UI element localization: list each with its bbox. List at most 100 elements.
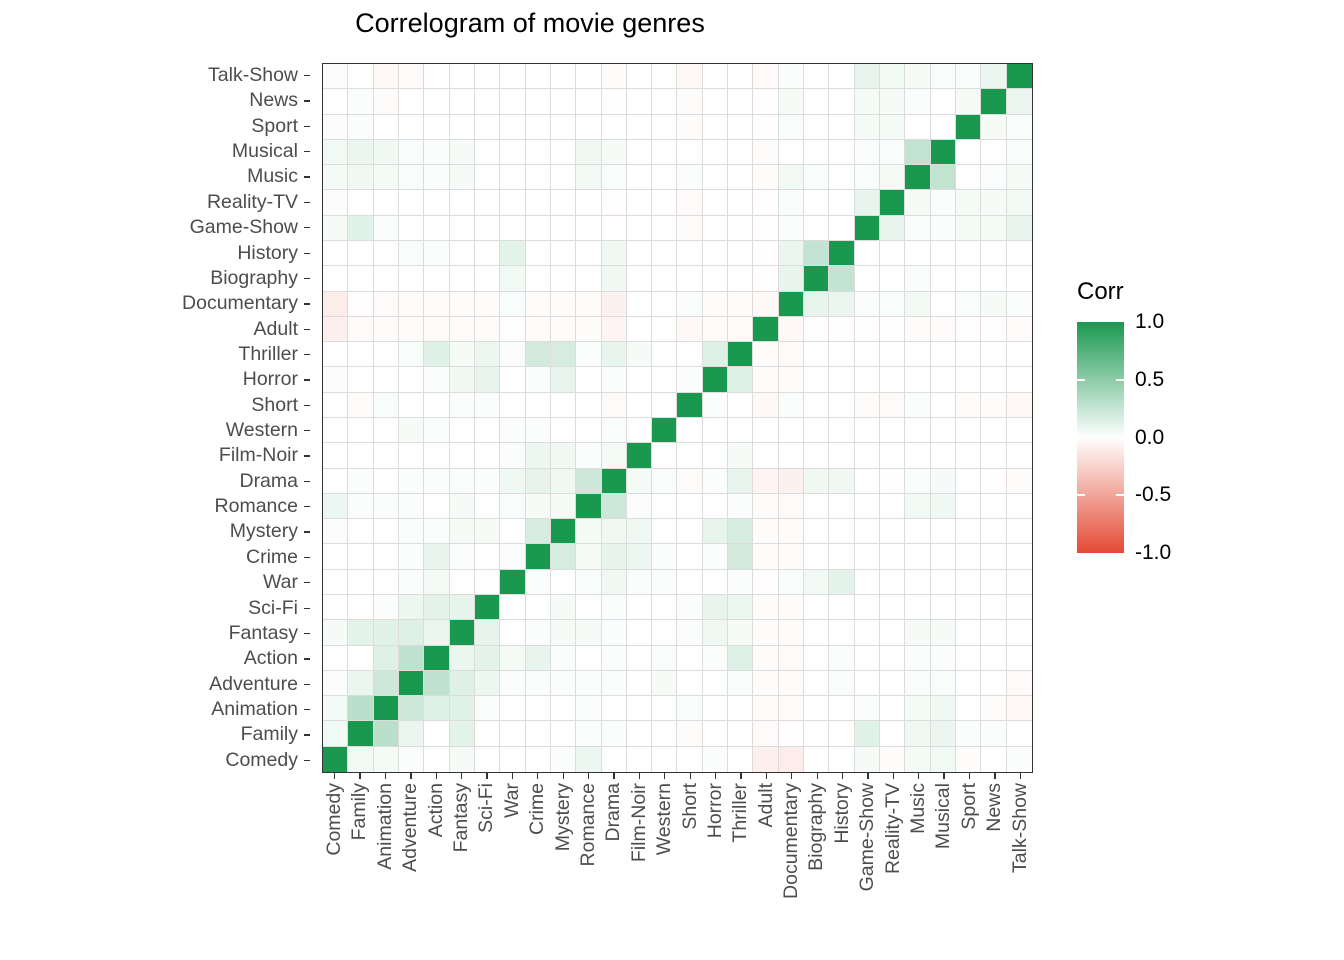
heatmap-cell: [778, 569, 805, 595]
heatmap-cell: [576, 139, 602, 166]
heatmap-cell: [601, 569, 627, 595]
heatmap-cell: [474, 215, 501, 241]
heatmap-cell: [449, 241, 475, 267]
x-axis-label: Musical: [932, 783, 955, 850]
heatmap-cell: [753, 342, 779, 368]
heatmap-cell: [1006, 595, 1032, 621]
heatmap-cell: [930, 342, 957, 368]
heatmap-cell: [778, 721, 805, 747]
heatmap-cell: [778, 89, 805, 115]
heatmap-cell: [424, 64, 450, 90]
heatmap-cell: [854, 266, 881, 292]
heatmap-cell: [373, 165, 399, 191]
heatmap-cell: [449, 645, 475, 671]
heatmap-cell: [702, 595, 729, 621]
heatmap-cell: [348, 291, 374, 317]
heatmap-cell: [702, 645, 729, 671]
heatmap-cell: [702, 696, 729, 722]
x-axis-tick: [943, 773, 945, 779]
heatmap-cell: [626, 544, 653, 570]
y-axis-label: Family: [240, 723, 298, 746]
x-axis-tick: [435, 773, 437, 779]
heatmap-cell: [601, 544, 627, 570]
heatmap-cell: [677, 468, 703, 494]
heatmap-cell: [474, 645, 501, 671]
heatmap-cell: [854, 64, 881, 90]
heatmap-cell: [829, 418, 855, 444]
heatmap-cell: [525, 696, 551, 722]
heatmap-cell: [601, 418, 627, 444]
heatmap-cell: [854, 89, 881, 115]
page-title: Correlogram of movie genres: [355, 8, 705, 38]
heatmap-cell: [626, 114, 653, 140]
heatmap-cell: [829, 114, 855, 140]
legend-tick-mark: [1116, 494, 1124, 497]
heatmap-cell: [525, 114, 551, 140]
heatmap-cell: [652, 89, 678, 115]
heatmap-cell: [652, 316, 678, 343]
heatmap-cell: [778, 266, 805, 292]
heatmap-cell: [500, 746, 526, 772]
heatmap-cell: [373, 316, 399, 343]
heatmap-cell: [1006, 670, 1032, 697]
heatmap-cell: [550, 569, 577, 595]
heatmap-cell: [474, 316, 501, 343]
heatmap-cell: [652, 670, 678, 697]
y-axis-tick: [304, 480, 310, 483]
heatmap-cell: [550, 291, 577, 317]
y-axis-label: News: [249, 89, 298, 112]
y-axis-label: Western: [225, 419, 298, 441]
heatmap-cell: [348, 190, 374, 216]
heatmap-cell: [424, 519, 450, 545]
heatmap-cell: [601, 620, 627, 646]
heatmap-cell: [728, 342, 754, 368]
y-axis-label: Animation: [211, 697, 298, 720]
x-axis-tick: [587, 773, 590, 779]
heatmap-cell: [677, 392, 703, 418]
heatmap-cell: [323, 266, 349, 292]
heatmap-cell: [778, 291, 805, 317]
heatmap-cell: [981, 721, 1007, 747]
heatmap-cell: [880, 165, 906, 191]
heatmap-cell: [626, 392, 653, 418]
legend-colorbar: [1077, 322, 1124, 553]
y-axis-tick: [304, 658, 310, 660]
heatmap-cell: [474, 241, 501, 267]
heatmap-cell: [753, 392, 779, 418]
y-axis-label: Reality-TV: [206, 190, 298, 213]
heatmap-cell: [702, 367, 729, 393]
heatmap-cell: [804, 291, 830, 317]
heatmap-cell: [1006, 696, 1032, 722]
heatmap-cell: [601, 595, 627, 621]
heatmap-cell: [702, 493, 729, 520]
heatmap-cell: [323, 620, 349, 646]
heatmap-cell: [576, 595, 602, 621]
heatmap-cell: [880, 392, 906, 418]
y-axis-tick: [304, 353, 310, 356]
heatmap-cell: [981, 595, 1007, 621]
heatmap-cell: [930, 367, 957, 393]
x-axis-label: Sport: [957, 783, 980, 830]
heatmap-cell: [956, 215, 982, 241]
heatmap-cell: [778, 544, 805, 570]
y-axis-tick: [304, 379, 310, 381]
heatmap-cell: [956, 165, 982, 191]
heatmap-cell: [398, 114, 425, 140]
y-axis-label: Romance: [214, 495, 298, 518]
heatmap-cell: [677, 316, 703, 343]
heatmap-cell: [829, 139, 855, 166]
heatmap-cell: [348, 468, 374, 494]
heatmap-cell: [880, 316, 906, 343]
y-axis-tick: [304, 277, 310, 280]
heatmap-cell: [652, 367, 678, 393]
heatmap-cell: [753, 493, 779, 520]
heatmap-cell: [981, 241, 1007, 267]
heatmap-cell: [398, 89, 425, 115]
heatmap-cell: [323, 443, 349, 469]
heatmap-cell: [880, 241, 906, 267]
heatmap-cell: [601, 645, 627, 671]
heatmap-cell: [854, 645, 881, 671]
heatmap-cell: [652, 493, 678, 520]
heatmap-cell: [1006, 493, 1032, 520]
